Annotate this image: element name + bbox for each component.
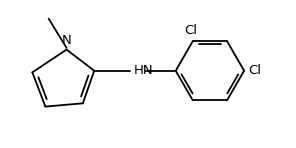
Text: Cl: Cl xyxy=(185,24,198,37)
Text: Cl: Cl xyxy=(248,64,261,77)
Text: N: N xyxy=(62,34,71,47)
Text: HN: HN xyxy=(133,64,153,77)
